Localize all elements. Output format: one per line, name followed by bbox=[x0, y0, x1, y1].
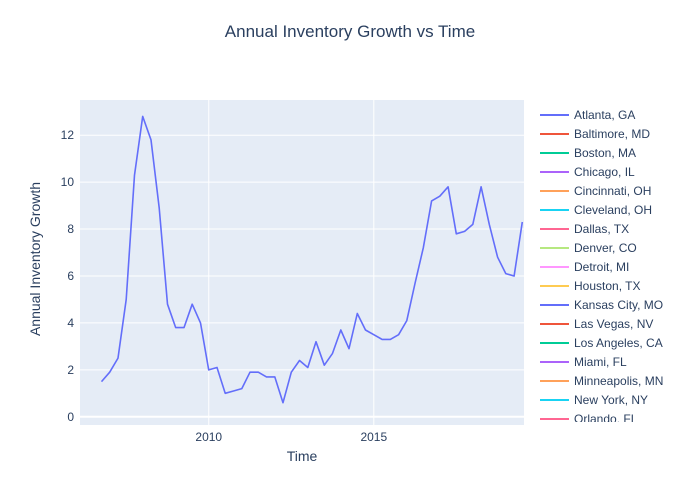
y-tick-label: 12 bbox=[61, 128, 75, 142]
plot-area bbox=[80, 100, 524, 425]
legend-label: Cleveland, OH bbox=[574, 203, 652, 217]
x-tick-label: 2010 bbox=[195, 430, 222, 444]
legend-item[interactable]: Miami, FL bbox=[540, 355, 627, 369]
legend-item[interactable]: Las Vegas, NV bbox=[540, 317, 653, 331]
legend-item[interactable]: Detroit, MI bbox=[540, 260, 629, 274]
y-axis-title: Annual Inventory Growth bbox=[27, 182, 43, 336]
legend-label: Las Vegas, NV bbox=[574, 317, 653, 331]
tick-labels: 0 2 4 6 8 10 12 2010 2015 bbox=[61, 128, 388, 444]
legend-item[interactable]: Chicago, IL bbox=[540, 165, 635, 179]
legend[interactable]: Atlanta, GA Baltimore, MD Boston, MA Chicag… bbox=[540, 108, 663, 426]
legend-item[interactable]: New York, NY bbox=[540, 393, 648, 407]
legend-item[interactable]: Cleveland, OH bbox=[540, 203, 652, 217]
legend-item[interactable]: Baltimore, MD bbox=[540, 127, 650, 141]
legend-item[interactable]: Atlanta, GA bbox=[540, 108, 635, 122]
y-tick-label: 2 bbox=[67, 363, 74, 377]
y-tick-label: 8 bbox=[67, 222, 74, 236]
legend-label: New York, NY bbox=[574, 393, 648, 407]
legend-label: Denver, CO bbox=[574, 241, 637, 255]
x-tick-label: 2015 bbox=[360, 430, 387, 444]
legend-label: Boston, MA bbox=[574, 146, 636, 160]
legend-label: Dallas, TX bbox=[574, 222, 629, 236]
series-line[interactable] bbox=[100, 115, 524, 404]
legend-label: Orlando, FL bbox=[574, 412, 638, 426]
chart-title: Annual Inventory Growth vs Time bbox=[225, 22, 475, 41]
legend-label: Detroit, MI bbox=[574, 260, 629, 274]
legend-item[interactable]: Dallas, TX bbox=[540, 222, 629, 236]
legend-label: Minneapolis, MN bbox=[574, 374, 663, 388]
x-axis-title: Time bbox=[287, 448, 318, 464]
legend-item[interactable]: Orlando, FL bbox=[540, 412, 638, 426]
legend-item[interactable]: Minneapolis, MN bbox=[540, 374, 663, 388]
y-tick-label: 10 bbox=[61, 175, 75, 189]
grid bbox=[80, 100, 524, 425]
legend-label: Atlanta, GA bbox=[574, 108, 635, 122]
y-tick-label: 6 bbox=[67, 269, 74, 283]
y-tick-label: 0 bbox=[67, 410, 74, 424]
legend-item[interactable]: Los Angeles, CA bbox=[540, 336, 663, 350]
legend-item[interactable]: Cincinnati, OH bbox=[540, 184, 651, 198]
legend-label: Cincinnati, OH bbox=[574, 184, 651, 198]
legend-label: Baltimore, MD bbox=[574, 127, 650, 141]
legend-label: Los Angeles, CA bbox=[574, 336, 663, 350]
series-lines bbox=[100, 115, 524, 404]
legend-label: Houston, TX bbox=[574, 279, 640, 293]
y-tick-label: 4 bbox=[67, 316, 74, 330]
legend-item[interactable]: Kansas City, MO bbox=[540, 298, 663, 312]
legend-label: Miami, FL bbox=[574, 355, 627, 369]
legend-label: Kansas City, MO bbox=[574, 298, 663, 312]
legend-item[interactable]: Denver, CO bbox=[540, 241, 637, 255]
legend-item[interactable]: Houston, TX bbox=[540, 279, 640, 293]
legend-item[interactable]: Boston, MA bbox=[540, 146, 636, 160]
legend-label: Chicago, IL bbox=[574, 165, 635, 179]
